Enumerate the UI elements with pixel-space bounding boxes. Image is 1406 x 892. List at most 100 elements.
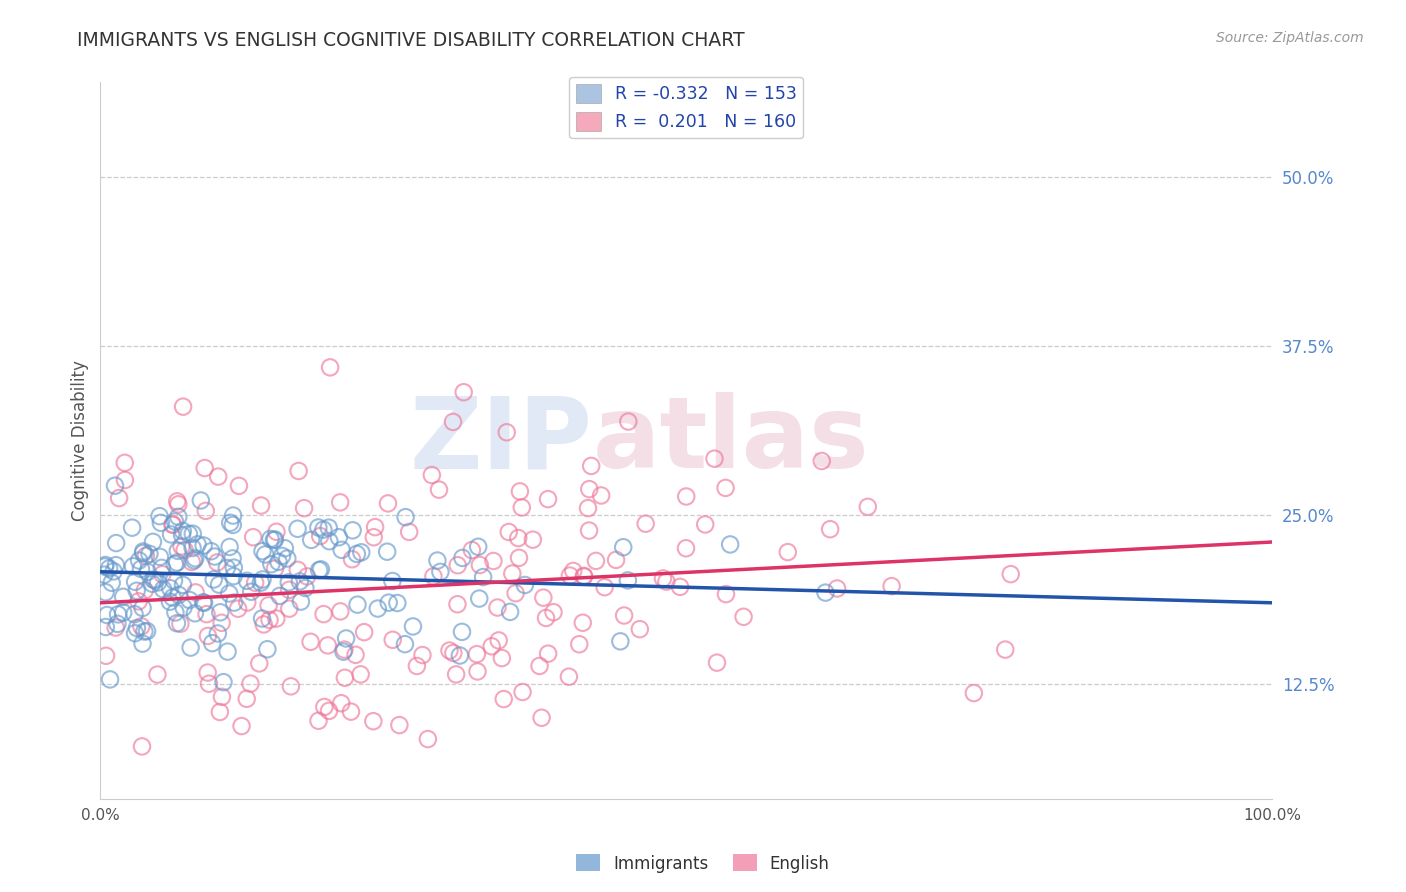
Point xyxy=(316,639,339,653)
Point xyxy=(253,617,276,632)
Point xyxy=(422,569,444,583)
Point xyxy=(228,479,250,493)
Point xyxy=(256,642,278,657)
Point xyxy=(486,600,509,615)
Point xyxy=(416,732,439,747)
Point xyxy=(810,454,832,468)
Point xyxy=(669,580,692,594)
Point xyxy=(394,637,416,651)
Point xyxy=(364,520,387,534)
Point xyxy=(135,549,157,563)
Point xyxy=(193,595,215,609)
Point xyxy=(579,458,602,473)
Point xyxy=(152,582,174,597)
Point xyxy=(308,714,330,728)
Point xyxy=(495,425,517,440)
Point xyxy=(278,582,301,597)
Point xyxy=(465,647,488,661)
Point xyxy=(172,524,194,538)
Point xyxy=(617,415,640,429)
Point xyxy=(703,451,725,466)
Point xyxy=(467,665,489,679)
Point xyxy=(529,659,551,673)
Point xyxy=(776,545,799,559)
Point xyxy=(219,516,242,530)
Point xyxy=(706,656,728,670)
Point xyxy=(166,556,188,570)
Point xyxy=(250,611,273,625)
Point xyxy=(333,671,356,685)
Point xyxy=(522,533,544,547)
Point xyxy=(461,543,484,558)
Point xyxy=(207,469,229,483)
Point xyxy=(143,573,166,587)
Point xyxy=(510,500,533,515)
Point xyxy=(94,648,117,663)
Point xyxy=(159,595,181,609)
Point xyxy=(180,555,202,569)
Point xyxy=(170,540,193,554)
Point xyxy=(488,633,510,648)
Point xyxy=(451,624,474,639)
Point xyxy=(98,561,121,575)
Y-axis label: Cognitive Disability: Cognitive Disability xyxy=(72,360,89,521)
Point xyxy=(167,497,190,511)
Point xyxy=(207,626,229,640)
Point xyxy=(287,464,309,478)
Point xyxy=(508,550,530,565)
Point xyxy=(628,622,651,636)
Point xyxy=(1000,567,1022,582)
Point xyxy=(329,495,352,509)
Point xyxy=(276,551,298,566)
Legend: Immigrants, English: Immigrants, English xyxy=(569,847,837,880)
Point xyxy=(398,524,420,539)
Point xyxy=(148,509,170,524)
Point xyxy=(149,549,172,564)
Point xyxy=(259,613,281,627)
Point xyxy=(212,675,235,690)
Point xyxy=(163,574,186,588)
Point xyxy=(162,517,184,532)
Point xyxy=(166,544,188,558)
Point xyxy=(402,619,425,633)
Point xyxy=(714,481,737,495)
Point xyxy=(132,546,155,560)
Point xyxy=(309,529,332,543)
Point xyxy=(576,501,599,516)
Point xyxy=(112,590,135,604)
Point xyxy=(468,558,491,572)
Point xyxy=(208,705,231,719)
Point xyxy=(353,625,375,640)
Point xyxy=(221,551,243,566)
Point xyxy=(125,583,148,598)
Point xyxy=(562,564,585,578)
Point xyxy=(236,595,259,609)
Point xyxy=(287,522,309,536)
Point xyxy=(224,596,246,610)
Point xyxy=(131,739,153,754)
Point xyxy=(141,576,163,591)
Point xyxy=(263,533,285,547)
Point xyxy=(208,577,231,591)
Point xyxy=(198,676,221,690)
Point xyxy=(125,621,148,635)
Point xyxy=(100,575,122,590)
Point xyxy=(201,636,224,650)
Point xyxy=(381,632,404,647)
Point xyxy=(652,571,675,585)
Point xyxy=(714,587,737,601)
Point xyxy=(591,488,613,502)
Point xyxy=(295,569,318,583)
Point xyxy=(184,607,207,621)
Point xyxy=(180,640,202,655)
Point xyxy=(217,645,239,659)
Point xyxy=(93,567,115,582)
Point xyxy=(104,478,127,492)
Point xyxy=(288,574,311,589)
Point xyxy=(609,634,631,648)
Point xyxy=(186,537,208,551)
Point xyxy=(247,657,270,671)
Point xyxy=(333,642,356,657)
Point xyxy=(363,714,385,729)
Point xyxy=(319,360,342,375)
